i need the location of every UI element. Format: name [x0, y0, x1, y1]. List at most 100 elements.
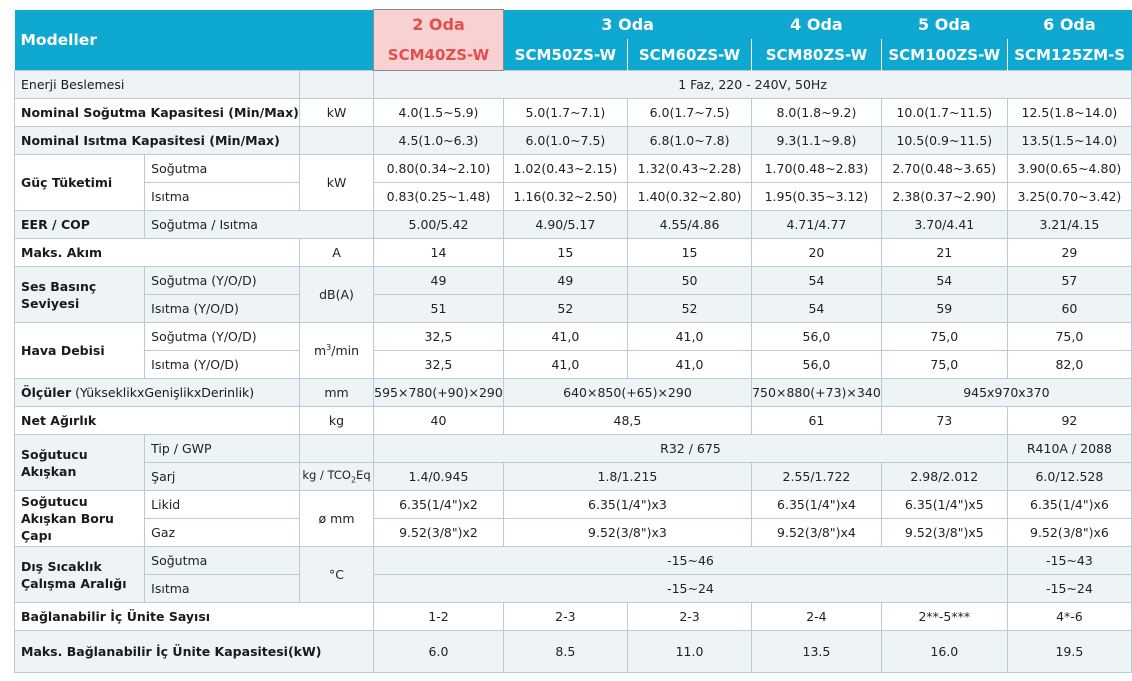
- value-cell: 57: [1006, 266, 1132, 295]
- value-cell: 4.90/5.17: [502, 210, 628, 239]
- row-label: Maks. Bağlanabilir İç Ünite Kapasitesi(k…: [13, 630, 375, 673]
- value-cell: R32 / 675: [373, 434, 1008, 463]
- value-cell: 9.52(3/8")x4: [751, 518, 882, 547]
- value-cell: 75,0: [1006, 322, 1132, 351]
- value-cell: 5.00/5.42: [373, 210, 504, 239]
- value-cell: 21: [880, 238, 1008, 267]
- table-row: Hava Debisi Soğutma (Y/O/D) m3/min 32,5 …: [13, 322, 1132, 379]
- table-row: Gaz 9.52(3/8")x2 9.52(3/8")x3 9.52(3/8")…: [15, 518, 1132, 547]
- value-cell: 1-2: [373, 602, 504, 631]
- value-cell: 29: [1006, 238, 1132, 267]
- value-cell: 13.5(1.5~14.0): [1006, 126, 1132, 155]
- value-cell: 41,0: [626, 350, 753, 379]
- value-cell: 0.83(0.25~1.48): [373, 182, 504, 211]
- value-cell: 945x970x370: [880, 378, 1132, 407]
- model-header: SCM60ZS-W: [626, 39, 752, 71]
- value-cell: 4*-6: [1006, 602, 1132, 631]
- value-cell: 14: [373, 238, 504, 267]
- unit-cell: m3/min: [298, 322, 375, 379]
- sub-label: Soğutma: [144, 154, 300, 183]
- row-label: Dış Sıcaklık Çalışma Aralığı: [13, 546, 146, 603]
- row-label: Soğutucu Akışkan: [13, 434, 146, 491]
- value-cell: 6.35(1/4")x6: [1006, 490, 1132, 519]
- value-cell: 51: [373, 294, 504, 323]
- model-header: SCM100ZS-W: [880, 39, 1008, 71]
- value-cell: 6.35(1/4")x3: [502, 490, 753, 519]
- table-row: Bağlanabilir İç Ünite Sayısı 1-2 2-3 2-3…: [13, 602, 1132, 631]
- value-cell: 2.55/1.722: [751, 462, 882, 491]
- sub-label: Isıtma: [144, 574, 300, 603]
- unit-cell: kg: [298, 406, 375, 435]
- row-label: Bağlanabilir İç Ünite Sayısı: [13, 602, 375, 631]
- model-header: SCM80ZS-W: [751, 39, 882, 71]
- value-cell: 10.0(1.7~11.5): [880, 98, 1008, 127]
- unit-cell: [298, 70, 375, 99]
- value-cell: 9.52(3/8")x3: [502, 518, 753, 547]
- value-cell: 32,5: [373, 322, 504, 351]
- room-2-header: 2 Oda: [373, 9, 504, 39]
- value-cell: 13.5: [751, 630, 882, 673]
- value-cell: 2.98/2.012: [880, 462, 1008, 491]
- value-cell: 6.0(1.7~7.5): [626, 98, 753, 127]
- row-label: EER / COP: [13, 210, 146, 239]
- value-cell: 92: [1006, 406, 1132, 435]
- value-cell: 6.0(1.0~7.5): [502, 126, 628, 155]
- value-cell: 1.70(0.48~2.83): [751, 154, 882, 183]
- table-row: Maks. Akım A 14 15 15 20 21 29: [14, 238, 1132, 267]
- value-cell: 2.38(0.37~2.90): [880, 182, 1008, 211]
- model-header: SCM50ZS-W: [502, 39, 628, 71]
- value-cell: 15: [502, 238, 628, 267]
- sub-label: Tip / GWP: [144, 434, 300, 463]
- table-row: Nominal Isıtma Kapasitesi (Min/Max) 4.5(…: [14, 126, 1132, 155]
- row-label: Ölçüler (YükseklikxGenişlikxDerinlik): [14, 378, 300, 407]
- sub-label: Soğutma: [144, 546, 300, 575]
- sub-label: Likid: [144, 490, 300, 519]
- value-cell: 1.95(0.35~3.12): [751, 182, 882, 211]
- room-3-header: 3 Oda: [503, 9, 752, 39]
- unit-cell: kW: [298, 154, 375, 211]
- unit-cell: °C: [298, 546, 375, 603]
- value-cell: 48,5: [502, 406, 753, 435]
- table-row: EER / COP Soğutma / Isıtma 5.00/5.42 4.9…: [13, 210, 1132, 239]
- row-label: Soğutucu Akışkan Boru Çapı: [13, 490, 146, 547]
- sub-label: Soğutma / Isıtma: [144, 210, 375, 239]
- table-row: Net Ağırlık kg 40 48,5 61 73 92: [14, 406, 1132, 435]
- table-row: Ses Basınç Seviyesi Soğutma (Y/O/D) dB(A…: [13, 266, 1132, 323]
- value-cell: 1.8/1.215: [502, 462, 753, 491]
- value-cell: 6.0: [373, 630, 504, 673]
- value-cell: 59: [880, 294, 1008, 323]
- value-cell: 4.0(1.5~5.9): [373, 98, 504, 127]
- value-cell: 4.5(1.0~6.3): [373, 126, 504, 155]
- unit-cell: dB(A): [298, 266, 375, 323]
- value-cell: 0.80(0.34~2.10): [373, 154, 504, 183]
- value-cell: 750×880(+73)×340: [751, 378, 882, 407]
- value-cell: 9.52(3/8")x2: [373, 518, 504, 547]
- value-cell: 82,0: [1006, 350, 1132, 379]
- value-cell: 56,0: [751, 322, 882, 351]
- room-6-header: 6 Oda: [1007, 9, 1132, 39]
- value-cell: 60: [1006, 294, 1132, 323]
- value-cell: 1.32(0.43~2.28): [626, 154, 753, 183]
- value-cell: 52: [502, 294, 628, 323]
- value-cell: 41,0: [502, 350, 628, 379]
- sub-label: Soğutma (Y/O/D): [144, 266, 300, 295]
- value-cell: -15~24: [1006, 574, 1132, 603]
- value-cell: 73: [880, 406, 1008, 435]
- value-cell: 11.0: [626, 630, 753, 673]
- value-cell: 19.5: [1006, 630, 1132, 673]
- unit-cell: A: [298, 238, 375, 267]
- value-cell: 49: [373, 266, 504, 295]
- value-cell: 6.0/12.528: [1006, 462, 1132, 491]
- value-cell: 40: [373, 406, 504, 435]
- value-cell: 9.52(3/8")x6: [1006, 518, 1132, 547]
- sub-label: Şarj: [144, 462, 300, 491]
- table-row: Soğutucu Akışkan Boru Çapı Likid ø mm 6.…: [13, 490, 1132, 547]
- value-cell: 6.35(1/4")x2: [373, 490, 504, 519]
- row-label: Hava Debisi: [13, 322, 146, 379]
- unit-cell: [298, 126, 375, 155]
- value-cell: -15~43: [1006, 546, 1132, 575]
- table-row: Şarj kg / TCO2Eq 1.4/0.945 1.8/1.215 2.5…: [15, 462, 1132, 491]
- value-cell: 1 Faz, 220 - 240V, 50Hz: [373, 70, 1132, 99]
- value-cell: -15~46: [373, 546, 1008, 575]
- value-cell: 595×780(+90)×290: [373, 378, 504, 407]
